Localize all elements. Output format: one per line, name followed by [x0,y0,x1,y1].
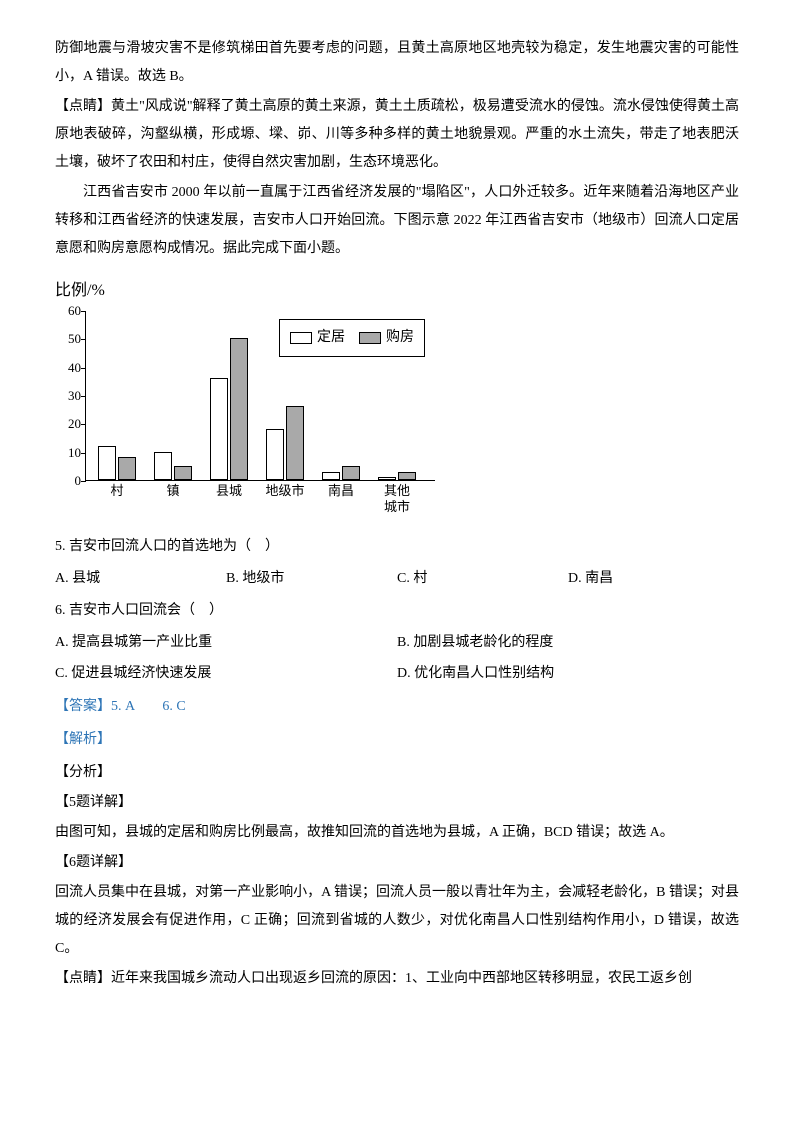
bar-group [154,452,198,480]
bar-housing [174,466,192,480]
bar-group [210,338,254,480]
legend-box-white [290,332,312,344]
answer-line: 【答案】5. A 6. C [55,693,739,721]
y-tick-mark [81,424,86,425]
y-tick-label: 10 [68,440,81,466]
bar-settled [98,446,116,480]
q6-option-b: B. 加剧县城老龄化的程度 [397,629,739,657]
q5-option-b: B. 地级市 [226,565,397,593]
q6-option-c: C. 促进县城经济快速发展 [55,660,397,688]
detail6-text: 回流人员集中在县城，对第一产业影响小，A 错误；回流人员一般以青壮年为主，会减轻… [55,879,739,963]
bar-settled [210,378,228,480]
detail6-label: 【6题详解】 [55,849,739,877]
legend-box-gray [359,332,381,344]
x-label: 村 [92,483,142,499]
detail5-text: 由图可知，县城的定居和购房比例最高，故推知回流的首选地为县城，A 正确，BCD … [55,819,739,847]
q5-options: A. 县城 B. 地级市 C. 村 D. 南昌 [55,565,739,593]
q5-option-d: D. 南昌 [568,565,739,593]
chart-legend: 定居 购房 [279,319,425,357]
q6-option-d: D. 优化南昌人口性别结构 [397,660,739,688]
analysis-label: 【解析】 [55,726,739,754]
bar-group [98,446,142,480]
y-tick-mark [81,339,86,340]
plot-area: 定居 购房 [85,311,435,481]
x-label: 其他城市 [372,483,422,514]
y-tick-label: 60 [68,298,81,324]
bar-group [322,466,366,480]
y-tick-mark [81,481,86,482]
x-label: 县城 [204,483,254,499]
bar-housing [230,338,248,480]
x-label: 南昌 [316,483,366,499]
bar-housing [118,457,136,480]
q5-option-a: A. 县城 [55,565,226,593]
context-paragraph: 江西省吉安市 2000 年以前一直属于江西省经济发展的"塌陷区"，人口外迁较多。… [55,179,739,263]
x-label: 镇 [148,483,198,499]
bar-chart: 比例/% 0102030405060 定居 购房 村镇县城地级市南昌其他城市 [55,275,739,521]
legend-item-settled: 定居 [290,324,345,352]
q6-options-row2: C. 促进县城经济快速发展 D. 优化南昌人口性别结构 [55,660,739,688]
bar-group [266,406,310,480]
chart-y-label: 比例/% [55,275,739,307]
bar-settled [154,452,172,480]
bar-housing [398,472,416,481]
q6-options-row1: A. 提高县城第一产业比重 B. 加剧县城老龄化的程度 [55,629,739,657]
bar-settled [378,477,396,480]
question-5: 5. 吉安市回流人口的首选地为（ ） [55,533,739,561]
y-tick-label: 20 [68,411,81,437]
y-tick-mark [81,368,86,369]
analysis-sub-label: 【分析】 [55,759,739,787]
y-tick-mark [81,396,86,397]
legend-label-1: 定居 [317,324,345,352]
bar-settled [322,472,340,481]
bar-group [378,472,422,481]
bar-settled [266,429,284,480]
y-tick-label: 50 [68,326,81,352]
dianjing-text: 【点睛】近年来我国城乡流动人口出现返乡回流的原因：1、工业向中西部地区转移明显，… [55,965,739,993]
intro-para-2: 【点睛】黄土"风成说"解释了黄土高原的黄土来源，黄土土质疏松，极易遭受流水的侵蚀… [55,93,739,177]
q5-option-c: C. 村 [397,565,568,593]
q6-option-a: A. 提高县城第一产业比重 [55,629,397,657]
question-6: 6. 吉安市人口回流会（ ） [55,597,739,625]
legend-item-housing: 购房 [359,324,414,352]
x-label: 地级市 [260,483,310,499]
y-tick-mark [81,453,86,454]
chart-area: 0102030405060 定居 购房 村镇县城地级市南昌其他城市 [55,311,455,521]
intro-para-1: 防御地震与滑坡灾害不是修筑梯田首先要考虑的问题，且黄土高原地区地壳较为稳定，发生… [55,35,739,91]
bar-housing [286,406,304,480]
y-tick-label: 40 [68,355,81,381]
detail5-label: 【5题详解】 [55,789,739,817]
bar-housing [342,466,360,480]
y-tick-label: 30 [68,383,81,409]
y-tick-mark [81,311,86,312]
legend-label-2: 购房 [386,324,414,352]
